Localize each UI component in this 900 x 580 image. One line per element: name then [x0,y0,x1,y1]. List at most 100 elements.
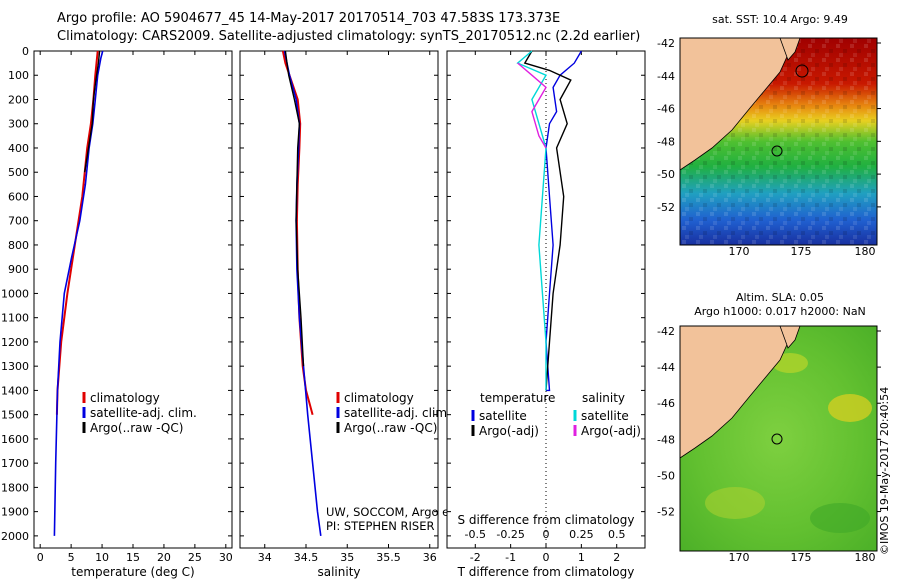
plot-frame [239,50,439,549]
legend-label: satellite-adj. clim. [90,406,197,420]
y-tick-label: 900 [8,263,29,276]
pi-annotation: PI: STEPHEN RISER [326,519,435,533]
argo-location-marker [771,145,783,157]
series-line-s-satellite [516,50,548,391]
x-tick-label: 1 [578,551,585,564]
x-tick-label: 35 [340,551,354,564]
legend-label: Argo(-adj) [479,424,539,438]
lon-tick-label: 180 [855,551,876,564]
lat-tick-label: -52 [657,201,675,214]
header-title-line2: Climatology: CARS2009. Satellite-adjuste… [57,29,641,44]
sst-map-axes: -42 -44 -46 -48 -50 -52 170 175 180 [657,37,881,258]
x2-tick-label: -0.5 [465,528,486,541]
y-tick-label: 1200 [1,336,29,349]
x-tick-label: 0 [543,551,550,564]
sla-map: -42 -44 -46 -48 -50 -52 170 175 180 [657,325,881,564]
x-tick-label: 5 [68,551,75,564]
legend-label: satellite [581,409,629,423]
legend-title-salinity: salinity [582,391,625,405]
y-tick-label: 1300 [1,360,29,373]
lat-tick-label: -44 [657,361,675,374]
lat-tick-label: -46 [657,397,675,410]
y-tick-label: 300 [8,118,29,131]
difference-panel: -2 -1 0 1 2T difference from climatology -0.5… [446,50,646,579]
y-tick-label: 400 [8,142,29,155]
lat-tick-label: -42 [657,37,675,50]
lat-tick-label: -50 [657,469,675,482]
y-tick-label: 500 [8,166,29,179]
y-tick-label: 700 [8,215,29,228]
sst-map-title: sat. SST: 10.4 Argo: 9.49 [712,13,848,26]
x2-tick-label: 0.25 [569,528,594,541]
lon-tick-label: 175 [791,245,812,258]
legend-label: Argo(..raw -QC) [344,421,437,435]
sla-map-title-2: Argo h1000: 0.017 h2000: NaN [694,305,866,318]
series-line-climatology [55,50,99,415]
y-tick-label: 1100 [1,312,29,325]
lat-tick-label: -48 [657,135,675,148]
series-line-argo-raw-qc- [84,50,101,173]
lat-tick-label: -42 [657,325,675,338]
credit-stamp: ©IMOS 19-May-2017 20:40:54 [878,386,891,555]
x-tick-label: 30 [219,551,233,564]
series-line-satellite-adj-clim- [53,50,104,536]
y-tick-label: 0 [22,45,29,58]
legend-label: climatology [344,391,414,405]
lat-tick-label: -52 [657,506,675,519]
x-tick-label: -1 [505,551,516,564]
temperature-panel: 0100200300400500600700800900100011001200… [1,45,233,579]
x2-axis-label: S difference from climatology [458,513,635,527]
y-tick-label: 1500 [1,409,29,422]
x-tick-label: -2 [470,551,481,564]
x-tick-label: 20 [157,551,171,564]
series-line-argo-raw-qc- [284,50,305,367]
x-tick-label: 2 [613,551,620,564]
sla-map-axes: -42 -44 -46 -48 -50 -52 170 175 180 [657,325,881,564]
legend-title-temperature: temperature [480,391,555,405]
y-tick-label: 1400 [1,384,29,397]
x-tick-label: 36 [423,551,437,564]
header-title-line1: Argo profile: AO 5904677_45 14-May-2017 … [57,11,561,26]
series-line-t-argo-adj- [523,50,572,391]
x2-tick-label: 0 [543,528,550,541]
salinity-panel: 34 34.5 35 35.5 36 salinity climatologysatelli… [239,50,503,579]
legend-label: climatology [90,391,160,405]
lat-tick-label: -50 [657,168,675,181]
y-tick-label: 1900 [1,506,29,519]
y-tick-label: 1600 [1,433,29,446]
x2-tick-label: 0.5 [608,528,626,541]
x-axis-label: T difference from climatology [457,565,635,579]
sla-map-title-1: Altim. SLA: 0.05 [735,291,825,304]
y-tick-label: 2000 [1,530,29,543]
x-tick-label: 25 [188,551,202,564]
x-axis-label: temperature (deg C) [71,565,194,579]
lat-tick-label: -48 [657,433,675,446]
lat-tick-label: -44 [657,70,675,83]
lon-tick-label: 175 [791,551,812,564]
x-tick-label: 35.5 [376,551,401,564]
y-tick-label: 1700 [1,457,29,470]
y-tick-label: 1000 [1,287,29,300]
x-tick-label: 10 [95,551,109,564]
y-tick-label: 800 [8,239,29,252]
x2-tick-label: -0.25 [496,528,524,541]
lon-tick-label: 170 [729,245,750,258]
sst-map: -42 -44 -46 -48 -50 -52 170 175 180 [657,37,881,258]
y-tick-label: 1800 [1,481,29,494]
lon-tick-label: 170 [729,551,750,564]
legend-label: satellite [479,409,527,423]
legend-label: satellite-adj. clim. [344,406,451,420]
y-tick-label: 100 [8,69,29,82]
legend-label: Argo(-adj) [581,424,641,438]
x-tick-label: 0 [37,551,44,564]
legend-label: Argo(..raw -QC) [90,421,183,435]
series-line-s-argo-adj- [517,62,547,149]
lat-tick-label: -46 [657,103,675,116]
x-tick-label: 15 [126,551,140,564]
y-tick-label: 200 [8,93,29,106]
lon-tick-label: 180 [855,245,876,258]
x-axis-label: salinity [317,565,360,579]
x-tick-label: 34 [258,551,272,564]
y-tick-label: 600 [8,190,29,203]
